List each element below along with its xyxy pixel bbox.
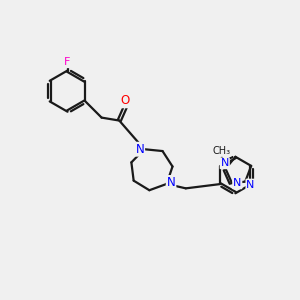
- Text: N: N: [246, 180, 255, 190]
- Text: N: N: [220, 158, 229, 168]
- Text: N: N: [233, 178, 242, 188]
- Text: N: N: [167, 176, 176, 189]
- Text: F: F: [64, 57, 71, 67]
- Text: CH₃: CH₃: [213, 146, 231, 156]
- Text: N: N: [135, 143, 144, 156]
- Text: O: O: [121, 94, 130, 107]
